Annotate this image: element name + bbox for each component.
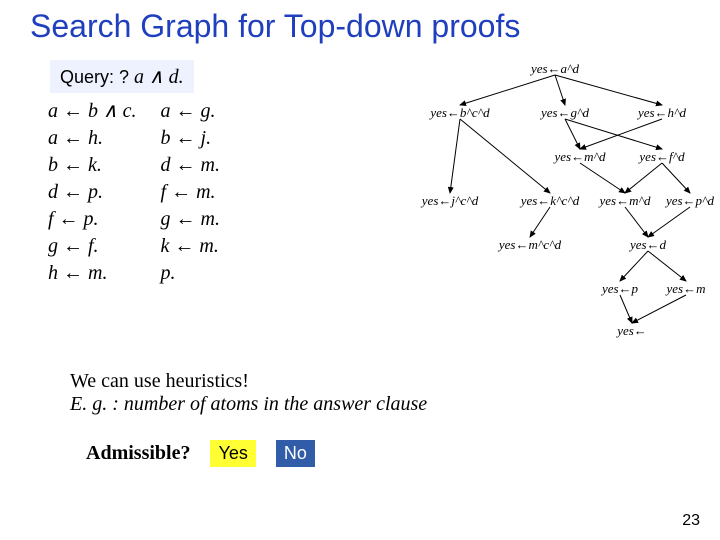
graph-node: yes←m^c^d bbox=[499, 237, 561, 253]
graph-node: yes←p^d bbox=[666, 193, 714, 209]
rule: f ← p. bbox=[48, 206, 137, 233]
rule: d ← p. bbox=[48, 179, 137, 206]
rule: k ← m. bbox=[161, 233, 220, 260]
yes-button[interactable]: Yes bbox=[210, 440, 255, 467]
graph-node: yes←a^d bbox=[531, 61, 579, 77]
graph-node: yes←m^d bbox=[555, 149, 606, 165]
query-label: Query: ? bbox=[60, 67, 129, 87]
page-number: 23 bbox=[682, 512, 700, 530]
admissible-row: Admissible? Yes No bbox=[86, 440, 315, 467]
slide: Search Graph for Top-down proofs Query: … bbox=[0, 0, 720, 540]
graph-node: yes←d bbox=[630, 237, 666, 253]
rules-col-2: a ← g. b ← j. d ← m. f ← m. g ← m. k ← m… bbox=[161, 98, 220, 287]
rule: b ← j. bbox=[161, 125, 220, 152]
graph-node: yes←k^c^d bbox=[521, 193, 580, 209]
graph-node: yes← bbox=[617, 323, 647, 339]
rule: g ← f. bbox=[48, 233, 137, 260]
rule: a ← b ∧ c. bbox=[48, 98, 137, 125]
rule: g ← m. bbox=[161, 206, 220, 233]
rule: b ← k. bbox=[48, 152, 137, 179]
rules-col-1: a ← b ∧ c. a ← h. b ← k. d ← p. f ← p. g… bbox=[48, 98, 137, 287]
heuristics-block: We can use heuristics! E. g. : number of… bbox=[70, 370, 427, 416]
graph-node: yes←h^d bbox=[638, 105, 686, 121]
heuristics-line1: We can use heuristics! bbox=[70, 370, 427, 393]
heuristics-line2: E. g. : number of atoms in the answer cl… bbox=[70, 393, 427, 416]
rule: h ← m. bbox=[48, 260, 137, 287]
query-body: a ∧ d. bbox=[134, 66, 184, 88]
query-box: Query: ? a ∧ d. bbox=[50, 60, 194, 93]
rule: a ← h. bbox=[48, 125, 137, 152]
admissible-label: Admissible? bbox=[86, 442, 190, 465]
slide-title: Search Graph for Top-down proofs bbox=[30, 8, 700, 45]
no-button[interactable]: No bbox=[276, 440, 315, 467]
graph-node: yes←g^d bbox=[541, 105, 589, 121]
graph-node: yes←f^d bbox=[639, 149, 684, 165]
rule: a ← g. bbox=[161, 98, 220, 125]
rule: f ← m. bbox=[161, 179, 220, 206]
graph-node: yes←m bbox=[667, 281, 706, 297]
rule: p. bbox=[161, 260, 220, 287]
graph-node: yes←b^c^d bbox=[430, 105, 489, 121]
rule: d ← m. bbox=[161, 152, 220, 179]
graph-node: yes←p bbox=[602, 281, 638, 297]
graph-node: yes←m^d bbox=[600, 193, 651, 209]
search-graph: yes←a^d yes←b^c^d yes←g^d yes←h^d yes←m^d yes… bbox=[400, 60, 710, 360]
rules-block: a ← b ∧ c. a ← h. b ← k. d ← p. f ← p. g… bbox=[48, 98, 220, 287]
graph-node: yes←j^c^d bbox=[422, 193, 478, 209]
